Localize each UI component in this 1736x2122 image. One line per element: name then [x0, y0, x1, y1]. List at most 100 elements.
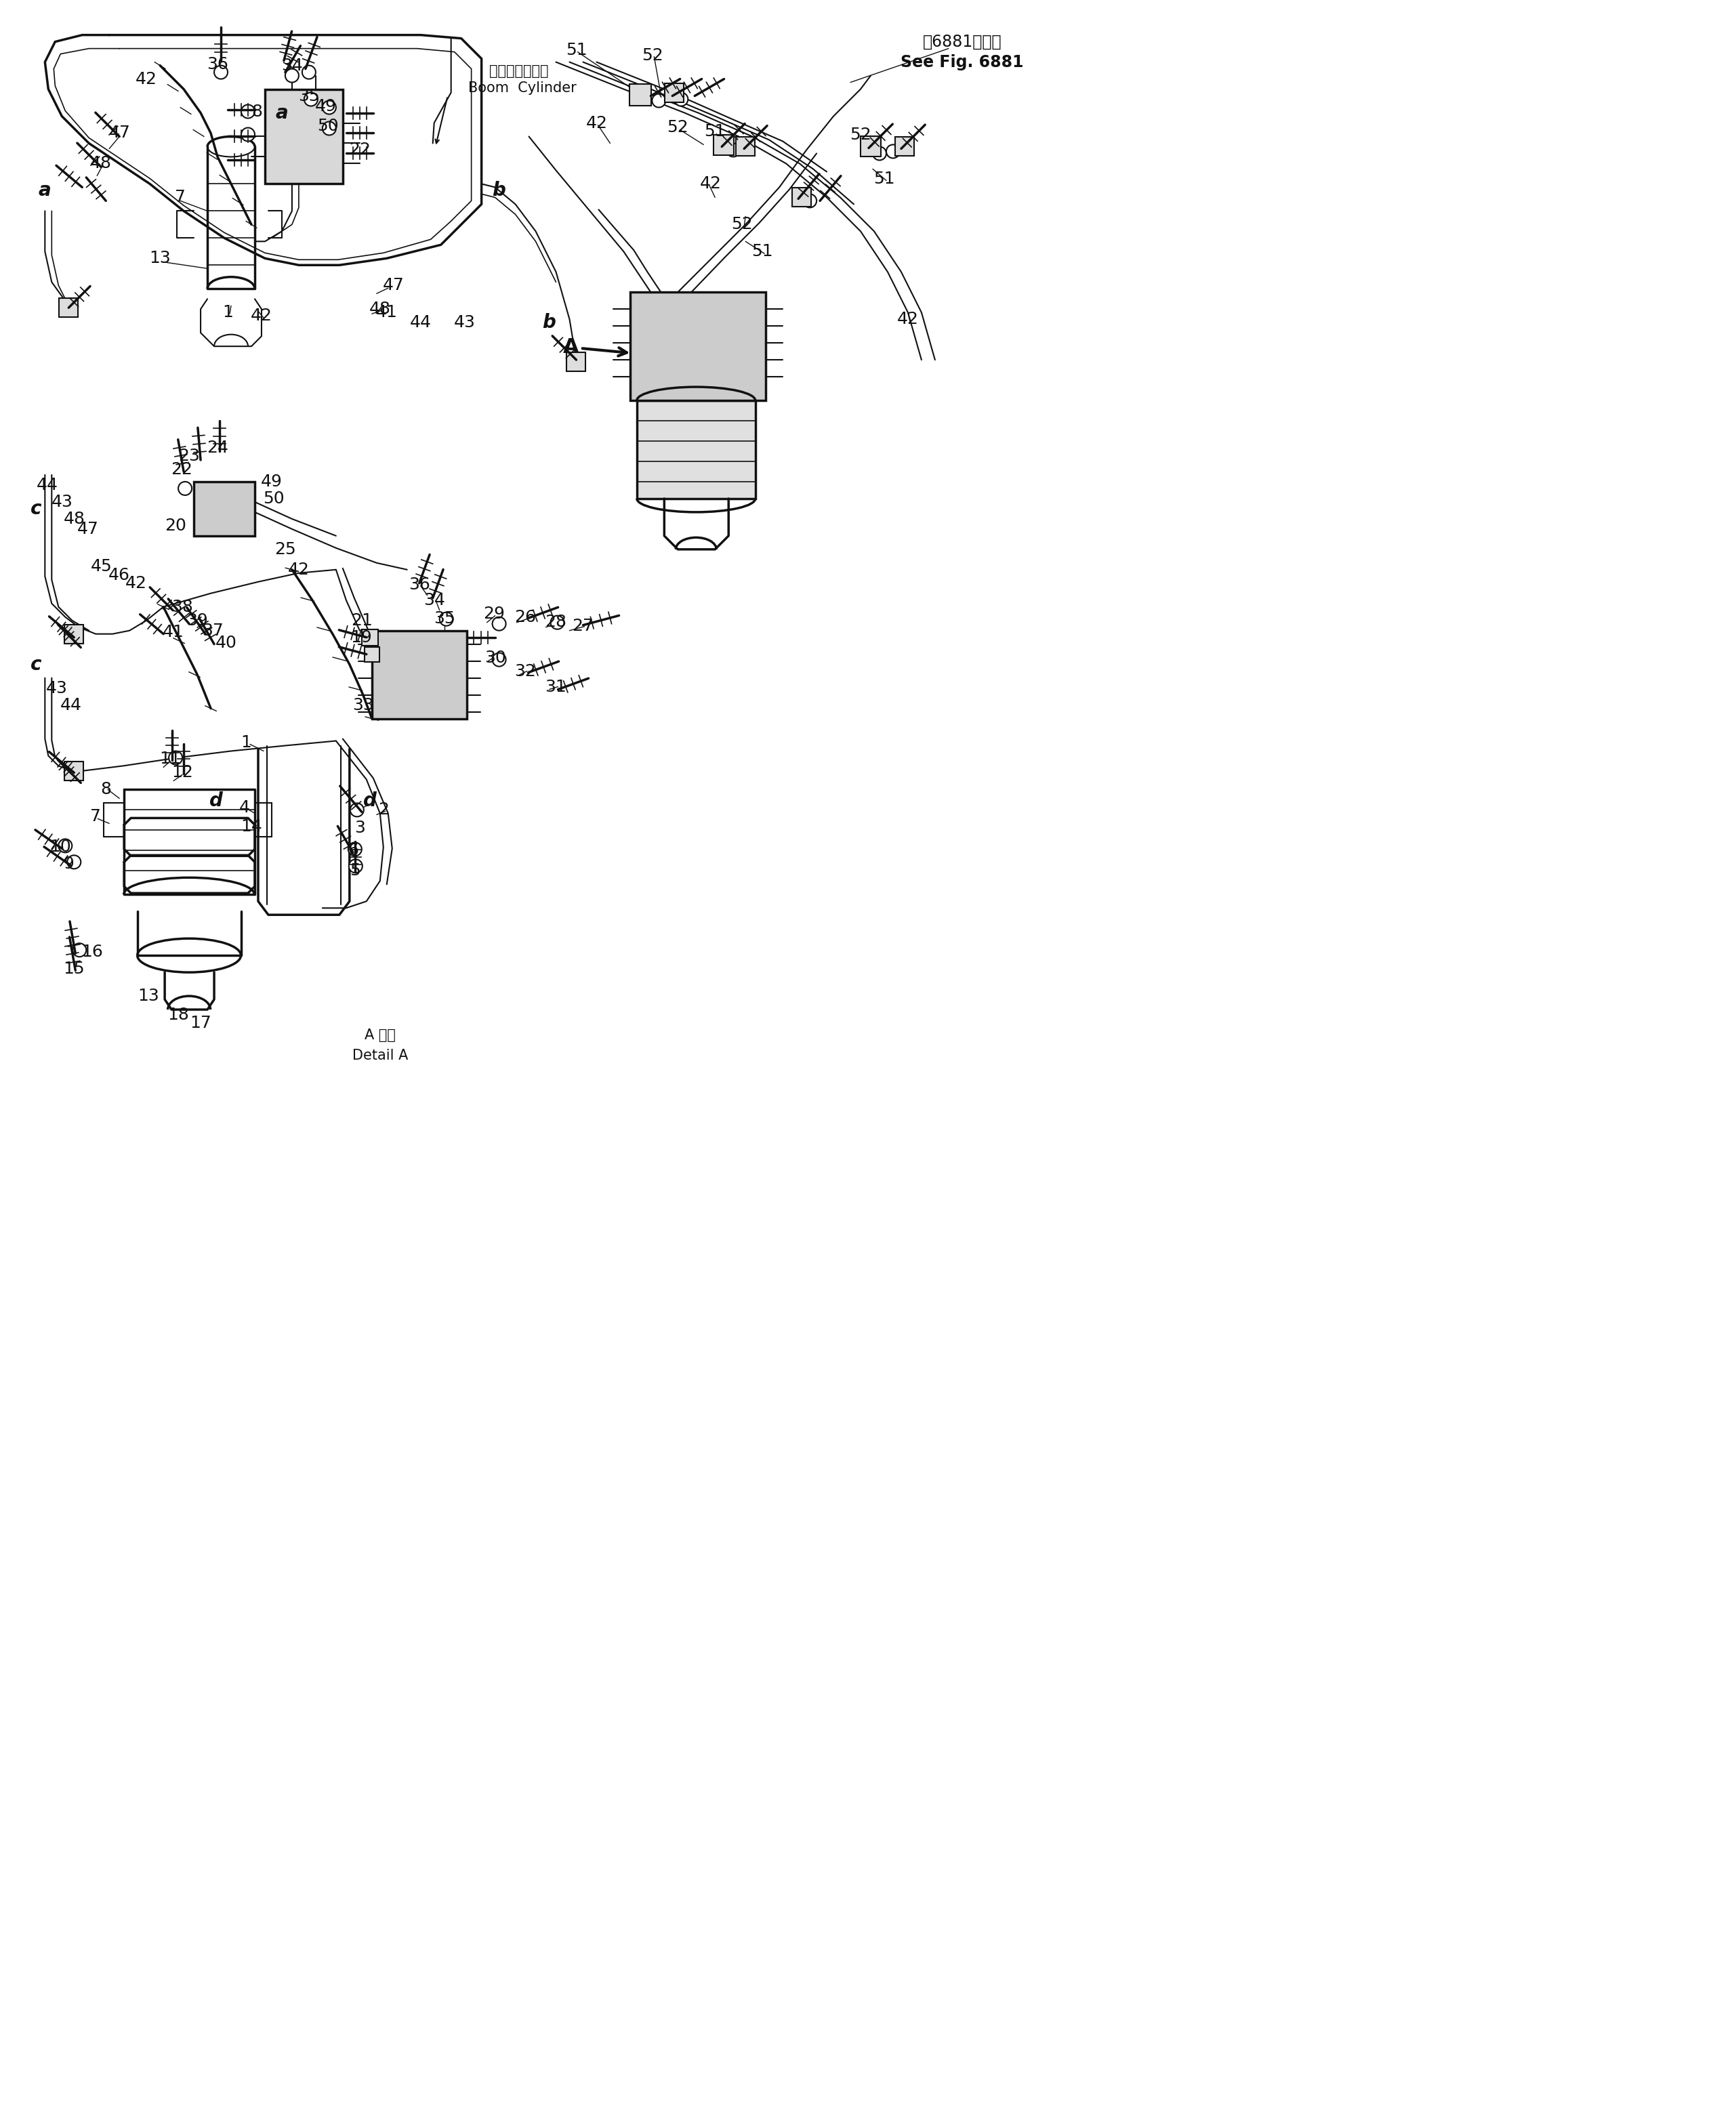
Text: 11: 11: [160, 751, 181, 768]
Text: 48: 48: [90, 155, 111, 172]
Text: A: A: [562, 337, 627, 356]
Text: 8: 8: [252, 104, 262, 119]
Text: 22: 22: [349, 142, 370, 159]
Bar: [266, 89, 342, 185]
Circle shape: [179, 482, 191, 494]
Circle shape: [304, 93, 318, 106]
Text: 8: 8: [101, 781, 111, 798]
Text: 42: 42: [125, 575, 148, 592]
Circle shape: [323, 100, 337, 115]
Text: 42: 42: [898, 312, 918, 327]
Text: 第6881図参照: 第6881図参照: [922, 34, 1002, 51]
Text: 16: 16: [82, 944, 102, 959]
Text: 42: 42: [585, 115, 608, 132]
Text: 31: 31: [545, 679, 566, 694]
Text: 47: 47: [76, 520, 99, 537]
Bar: [630, 83, 651, 106]
Bar: [713, 136, 734, 155]
Text: 30: 30: [484, 649, 505, 666]
Bar: [630, 293, 766, 401]
Text: 21: 21: [351, 613, 373, 628]
Text: 4: 4: [240, 800, 250, 817]
Bar: [64, 762, 83, 781]
Circle shape: [493, 654, 505, 666]
Text: 44: 44: [59, 696, 82, 713]
Text: 44: 44: [410, 314, 432, 331]
Text: 41: 41: [377, 303, 398, 320]
Circle shape: [241, 104, 255, 119]
Text: 12: 12: [172, 764, 193, 781]
Text: 9: 9: [62, 855, 75, 872]
Circle shape: [727, 144, 740, 157]
Text: 42: 42: [288, 562, 309, 577]
Text: 7: 7: [90, 808, 101, 825]
Text: 43: 43: [50, 494, 73, 509]
Text: 36: 36: [408, 577, 431, 592]
Text: 14: 14: [241, 819, 262, 834]
Text: 42: 42: [250, 308, 273, 325]
Bar: [59, 299, 78, 316]
Bar: [361, 630, 378, 645]
Text: 45: 45: [90, 558, 111, 575]
Bar: [194, 482, 255, 537]
Text: See Fig. 6881: See Fig. 6881: [901, 53, 1024, 70]
Text: 19: 19: [351, 630, 372, 645]
Text: 44: 44: [36, 477, 57, 492]
Text: d: d: [363, 792, 377, 811]
Text: 37: 37: [201, 622, 224, 639]
Circle shape: [323, 121, 337, 136]
Text: 33: 33: [352, 696, 373, 713]
Text: 42: 42: [700, 176, 720, 191]
Text: 32: 32: [514, 662, 536, 679]
Text: 35: 35: [434, 611, 455, 626]
Text: 34: 34: [424, 592, 444, 609]
Text: 51: 51: [873, 172, 896, 187]
Text: 18: 18: [167, 1006, 189, 1023]
Circle shape: [873, 146, 887, 159]
Circle shape: [59, 838, 71, 853]
Bar: [896, 138, 915, 157]
Circle shape: [349, 842, 361, 855]
Text: 6: 6: [347, 842, 358, 859]
Bar: [736, 138, 755, 157]
Circle shape: [351, 802, 365, 817]
Text: Detail A: Detail A: [352, 1048, 408, 1063]
Circle shape: [439, 613, 453, 626]
Circle shape: [214, 66, 227, 79]
Text: 48: 48: [62, 511, 85, 526]
Text: 28: 28: [545, 613, 568, 630]
Text: 29: 29: [483, 605, 505, 622]
Text: 13: 13: [137, 989, 160, 1004]
Circle shape: [349, 859, 363, 872]
Text: 46: 46: [109, 567, 130, 584]
Text: b: b: [542, 314, 556, 333]
Text: 34: 34: [281, 57, 302, 74]
Text: 43: 43: [453, 314, 476, 331]
Text: 52: 52: [851, 127, 871, 144]
Text: 51: 51: [705, 123, 726, 140]
Text: 24: 24: [207, 439, 229, 456]
Circle shape: [68, 855, 82, 868]
Text: 51: 51: [566, 42, 587, 57]
Text: c: c: [31, 656, 42, 675]
Text: 10: 10: [50, 838, 71, 855]
Circle shape: [804, 193, 816, 208]
Circle shape: [887, 144, 899, 159]
Text: 41: 41: [163, 624, 184, 641]
Text: 20: 20: [165, 518, 186, 535]
Text: 27: 27: [573, 618, 594, 634]
Text: 43: 43: [45, 679, 68, 696]
Text: A 詳細: A 詳細: [365, 1029, 396, 1042]
Bar: [637, 401, 755, 499]
Text: 47: 47: [382, 278, 404, 293]
Text: d: d: [210, 792, 222, 811]
Text: 39: 39: [186, 613, 208, 628]
Text: 23: 23: [179, 448, 200, 465]
Circle shape: [674, 93, 687, 106]
Text: 48: 48: [370, 301, 391, 316]
Text: 25: 25: [274, 541, 295, 558]
Text: 36: 36: [207, 55, 229, 72]
Text: 26: 26: [514, 609, 536, 626]
Text: 52: 52: [731, 216, 753, 233]
Text: ブームシリンダ: ブームシリンダ: [490, 64, 549, 79]
